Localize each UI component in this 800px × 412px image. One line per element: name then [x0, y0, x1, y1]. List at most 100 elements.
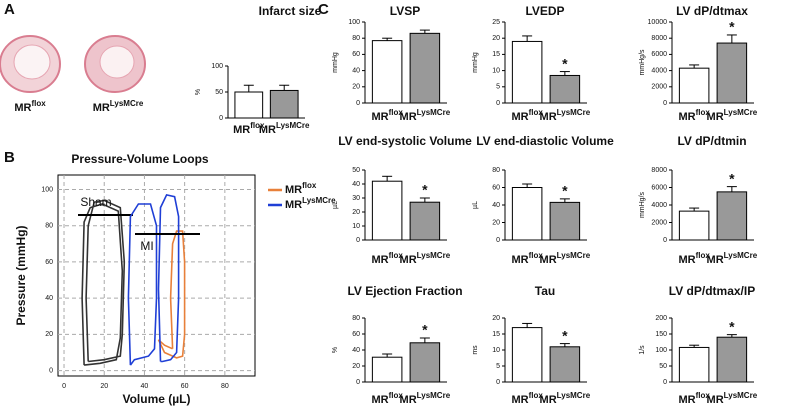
- y-tick-label: 200: [655, 315, 667, 322]
- y-tick-label: 8000: [651, 35, 667, 42]
- y-tick-label: 2000: [651, 84, 667, 91]
- x-tick-label: 80: [221, 383, 229, 390]
- y-tick-label: 0: [663, 100, 667, 107]
- y-axis-label: mmHg: [332, 52, 339, 73]
- y-tick-label: 0: [663, 237, 667, 244]
- x-tick-label: MRflox: [371, 108, 403, 123]
- chart-title: Tau: [535, 284, 555, 298]
- y-tick-label: 10: [492, 67, 500, 74]
- y-tick-label: 40: [352, 347, 360, 354]
- chart-title: Infarct size: [259, 4, 322, 18]
- bar: [234, 91, 264, 119]
- y-tick-label: 0: [356, 237, 360, 244]
- y-axis-label: µL: [332, 201, 339, 209]
- bar: [371, 356, 403, 383]
- bar: [678, 346, 710, 383]
- y-tick-label: 10000: [648, 19, 668, 26]
- x-tick-label: MRflox: [678, 251, 710, 266]
- y-tick-label: 50: [352, 167, 360, 174]
- x-tick-label: 20: [100, 383, 108, 390]
- y-tick-label: 100: [348, 19, 360, 26]
- y-tick-label: 100: [655, 347, 667, 354]
- chart-title: LVEDP: [525, 4, 564, 18]
- bar: [716, 336, 748, 383]
- y-tick-label: 15: [492, 331, 500, 338]
- y-tick-label: 20: [492, 219, 500, 226]
- heart-image: [84, 35, 146, 93]
- x-tick-label: MRLysMCre: [707, 251, 758, 266]
- y-tick-label: 50: [659, 363, 667, 370]
- panel-label: A: [4, 1, 15, 18]
- bar: [549, 201, 581, 241]
- panel-label: B: [4, 149, 15, 166]
- bar: [409, 32, 441, 104]
- chart-title: LV dP/dtmax: [676, 4, 748, 18]
- annotation: MI: [140, 239, 153, 253]
- significance: *: [422, 182, 428, 198]
- y-axis-label: mmHg/s: [639, 191, 646, 218]
- chart-title: LV end-diastolic Volume: [476, 134, 614, 148]
- image-label: MRLysMCre: [93, 99, 144, 114]
- bar: [269, 89, 299, 119]
- significance: *: [729, 19, 735, 35]
- significance: *: [729, 170, 735, 186]
- pv-loop: [157, 230, 186, 359]
- y-tick-label: 80: [45, 223, 53, 230]
- x-tick-label: MRLysMCre: [259, 121, 310, 136]
- chart-title: LV dP/dtmax/IP: [669, 284, 755, 298]
- x-tick-label: MRLysMCre: [540, 391, 591, 406]
- y-tick-label: 15: [492, 51, 500, 58]
- y-tick-label: 30: [352, 195, 360, 202]
- significance: *: [562, 327, 568, 343]
- y-tick-label: 20: [352, 209, 360, 216]
- y-tick-label: 20: [45, 331, 53, 338]
- bar: [549, 74, 581, 104]
- x-tick-label: 40: [141, 383, 149, 390]
- bar: [511, 327, 543, 383]
- x-tick-label: MRLysMCre: [400, 108, 451, 123]
- bar: [549, 346, 581, 383]
- bar: [371, 180, 403, 241]
- y-tick-label: 10: [492, 347, 500, 354]
- y-tick-label: 40: [352, 67, 360, 74]
- chart-title: LVSP: [390, 4, 420, 18]
- x-tick-label: MRflox: [371, 391, 403, 406]
- x-tick-label: MRflox: [233, 121, 265, 136]
- x-axis-label: Volume (µL): [122, 392, 190, 406]
- x-tick-label: MRLysMCre: [707, 391, 758, 406]
- bar: [409, 342, 441, 383]
- y-tick-label: 60: [492, 184, 500, 191]
- x-tick-label: MRflox: [678, 108, 710, 123]
- y-axis-label: 1/s: [639, 345, 646, 355]
- x-tick-label: MRflox: [511, 391, 543, 406]
- y-axis-label: Pressure (mmHg): [14, 225, 28, 325]
- annotation: Sham: [80, 195, 111, 209]
- significance: *: [729, 318, 735, 334]
- heart-image: [0, 35, 61, 93]
- y-tick-label: 60: [352, 51, 360, 58]
- chart-title: LV end-systolic Volume: [338, 134, 472, 148]
- y-tick-label: 2000: [651, 219, 667, 226]
- legend-label: MRflox: [285, 181, 317, 196]
- x-tick-label: MRflox: [511, 251, 543, 266]
- x-tick-label: MRLysMCre: [400, 391, 451, 406]
- y-tick-label: 20: [492, 35, 500, 42]
- significance: *: [562, 183, 568, 199]
- y-axis-label: %: [332, 347, 339, 353]
- y-tick-label: 4000: [651, 202, 667, 209]
- bar: [409, 201, 441, 241]
- y-tick-label: 50: [215, 89, 223, 96]
- bar: [678, 210, 710, 241]
- y-tick-label: 6000: [651, 51, 667, 58]
- significance: *: [562, 55, 568, 71]
- y-tick-label: 40: [492, 202, 500, 209]
- x-tick-label: MRLysMCre: [540, 108, 591, 123]
- y-tick-label: 20: [352, 84, 360, 91]
- y-tick-label: 0: [663, 379, 667, 386]
- chart-title: LV Ejection Fraction: [347, 284, 462, 298]
- y-tick-label: 0: [356, 379, 360, 386]
- legend-label: MRLysMCre: [285, 196, 336, 211]
- chart-title: LV dP/dtmin: [677, 134, 746, 148]
- bar: [716, 42, 748, 104]
